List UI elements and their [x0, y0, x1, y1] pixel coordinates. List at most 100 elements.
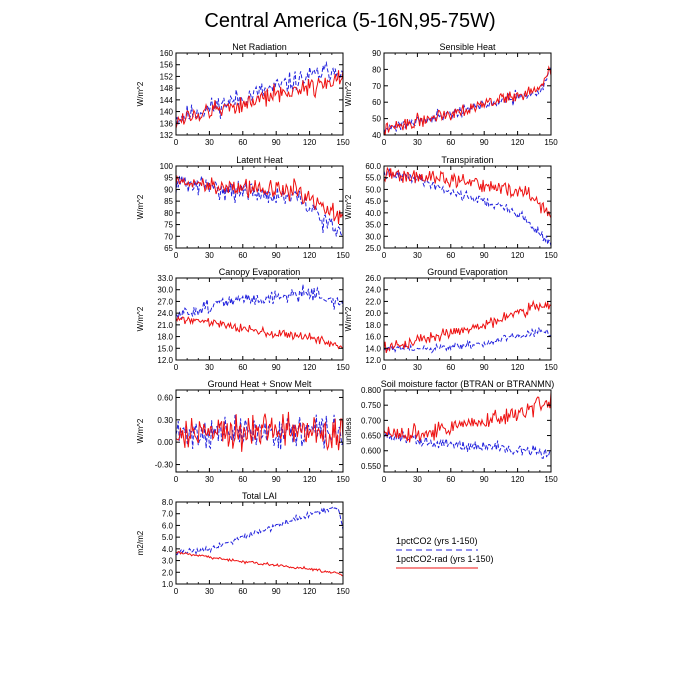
soil-moisture-factor-btran-or-btranmn-ylabel: unitless: [344, 417, 353, 444]
net-radiation-xtick-label: 0: [174, 138, 179, 147]
latent-heat-xtick-label: 90: [272, 251, 281, 260]
sensible-heat-ytick-label: 70: [372, 82, 381, 91]
latent-heat-ytick-label: 95: [164, 174, 173, 183]
ground-evaporation-xtick-label: 30: [413, 363, 422, 372]
ground-heat-snow-melt-title: Ground Heat + Snow Melt: [208, 379, 312, 389]
ground-heat-snow-melt-ytick-label: 0.60: [157, 393, 173, 402]
ground-heat-snow-melt-xtick-label: 150: [336, 475, 350, 484]
canopy-evaporation-xtick-label: 0: [174, 363, 179, 372]
ground-evaporation-ytick-label: 12.0: [365, 356, 381, 365]
sensible-heat-series-1pctco2-rad: [384, 65, 551, 135]
soil-moisture-factor-btran-or-btranmn-xtick-label: 150: [544, 475, 558, 484]
panel-soil-moisture-factor-btran-or-btranmn: 0 30 60 90 120 150 0.550 0.600 0.650 0.700 0.750 0.…: [344, 379, 558, 484]
sensible-heat-ytick-label: 40: [372, 131, 381, 140]
soil-moisture-factor-btran-or-btranmn-ytick-label: 0.800: [361, 386, 382, 395]
soil-moisture-factor-btran-or-btranmn-ytick-label: 0.600: [361, 447, 382, 456]
soil-moisture-factor-btran-or-btranmn-plot-frame: [383, 389, 552, 473]
latent-heat-xtick-label: 150: [336, 251, 350, 260]
sensible-heat-plot-frame: [383, 52, 552, 136]
net-radiation-xtick-label: 90: [272, 138, 281, 147]
legend-label-1pctco2: 1pctCO2 (yrs 1-150): [396, 536, 478, 546]
total-lai-ytick-label: 7.0: [162, 510, 174, 519]
ground-evaporation-plot-frame: [383, 277, 552, 361]
soil-moisture-factor-btran-or-btranmn-xtick-label: 60: [446, 475, 455, 484]
canopy-evaporation-xtick-label: 150: [336, 363, 350, 372]
transpiration-xtick-label: 150: [544, 251, 558, 260]
net-radiation-series-1pctco2-rad: [176, 70, 343, 129]
total-lai-xtick-label: 120: [303, 587, 317, 596]
transpiration-xtick-label: 90: [480, 251, 489, 260]
total-lai-series-1pctco2-rad: [176, 550, 343, 577]
canopy-evaporation-xtick-label: 30: [205, 363, 214, 372]
sensible-heat-series-1pctco2: [384, 66, 551, 134]
sensible-heat-xtick-label: 150: [544, 138, 558, 147]
panel-total-lai: 0 30 60 90 120 150 1.0 2.0 3.0 4.0 5.0 6.0 7.0 8.0 Tot…: [136, 491, 350, 596]
net-radiation-series-1pctco2: [176, 60, 343, 126]
sensible-heat-ytick-label: 50: [372, 115, 381, 124]
ground-evaporation-ytick-label: 14.0: [365, 344, 381, 353]
ground-heat-snow-melt-xtick-label: 120: [303, 475, 317, 484]
ground-heat-snow-melt-ytick-label: 0.00: [157, 438, 173, 447]
transpiration-series-1pctco2: [384, 167, 551, 247]
total-lai-ytick-label: 3.0: [162, 557, 174, 566]
net-radiation-xtick-label: 150: [336, 138, 350, 147]
latent-heat-ylabel: W/m^2: [136, 194, 145, 219]
transpiration-ytick-label: 55.0: [365, 174, 381, 183]
total-lai-xtick-label: 60: [238, 587, 247, 596]
net-radiation-xtick-label: 60: [238, 138, 247, 147]
latent-heat-ytick-label: 90: [164, 185, 173, 194]
ground-heat-snow-melt-ylabel: W/m^2: [136, 418, 145, 443]
ground-heat-snow-melt-series-1pctco2: [176, 414, 343, 450]
latent-heat-xtick-label: 120: [303, 251, 317, 260]
transpiration-series-1pctco2-rad: [384, 166, 551, 218]
soil-moisture-factor-btran-or-btranmn-xtick-label: 90: [480, 475, 489, 484]
ground-heat-snow-melt-xtick-label: 90: [272, 475, 281, 484]
total-lai-ytick-label: 6.0: [162, 521, 174, 530]
ground-evaporation-ytick-label: 26.0: [365, 274, 381, 283]
transpiration-plot-frame: [383, 165, 552, 249]
transpiration-ytick-label: 35.0: [365, 221, 381, 230]
ground-heat-snow-melt-series-1pctco2-rad: [176, 411, 343, 452]
net-radiation-xtick-label: 120: [303, 138, 317, 147]
sensible-heat-xtick-label: 120: [511, 138, 525, 147]
net-radiation-ytick-label: 140: [160, 108, 174, 117]
ground-evaporation-ytick-label: 22.0: [365, 297, 381, 306]
panel-ground-evaporation: 0 30 60 90 120 150 12.0 14.0 16.0 18.0 20.0 22.0 24.…: [344, 267, 558, 372]
total-lai-ytick-label: 8.0: [162, 498, 174, 507]
sensible-heat-title: Sensible Heat: [439, 42, 496, 52]
total-lai-ytick-label: 2.0: [162, 568, 174, 577]
total-lai-ytick-label: 4.0: [162, 545, 174, 554]
latent-heat-xtick-label: 60: [238, 251, 247, 260]
net-radiation-title: Net Radiation: [232, 42, 287, 52]
soil-moisture-factor-btran-or-btranmn-ytick-label: 0.550: [361, 462, 382, 471]
ground-evaporation-xtick-label: 90: [480, 363, 489, 372]
net-radiation-ytick-label: 136: [160, 119, 174, 128]
net-radiation-ytick-label: 152: [160, 72, 174, 81]
sensible-heat-ylabel: W/m^2: [344, 81, 353, 106]
ground-evaporation-ylabel: W/m^2: [344, 306, 353, 331]
canopy-evaporation-ytick-label: 27.0: [157, 297, 173, 306]
total-lai-xtick-label: 90: [272, 587, 281, 596]
canopy-evaporation-ytick-label: 30.0: [157, 286, 173, 295]
soil-moisture-factor-btran-or-btranmn-xtick-label: 120: [511, 475, 525, 484]
ground-evaporation-ytick-label: 20.0: [365, 309, 381, 318]
transpiration-ytick-label: 40.0: [365, 209, 381, 218]
transpiration-ytick-label: 60.0: [365, 162, 381, 171]
total-lai-xtick-label: 30: [205, 587, 214, 596]
transpiration-ytick-label: 30.0: [365, 232, 381, 241]
ground-evaporation-title: Ground Evaporation: [427, 267, 508, 277]
ground-heat-snow-melt-xtick-label: 30: [205, 475, 214, 484]
net-radiation-ytick-label: 144: [160, 96, 174, 105]
legend: 1pctCO2 (yrs 1-150) 1pctCO2-rad (yrs 1-1…: [396, 536, 494, 569]
canopy-evaporation-xtick-label: 60: [238, 363, 247, 372]
soil-moisture-factor-btran-or-btranmn-xtick-label: 30: [413, 475, 422, 484]
total-lai-series-1pctco2: [176, 505, 343, 556]
net-radiation-ylabel: W/m^2: [136, 81, 145, 106]
ground-heat-snow-melt-xtick-label: 0: [174, 475, 179, 484]
panel-canopy-evaporation: 0 30 60 90 120 150 12.0 15.0 18.0 21.0 24.0 27.0 30.…: [136, 267, 350, 372]
transpiration-title: Transpiration: [441, 155, 493, 165]
ground-evaporation-series-1pctco2-rad: [384, 299, 551, 354]
net-radiation-plot-frame: [175, 52, 344, 136]
latent-heat-ytick-label: 70: [164, 232, 173, 241]
